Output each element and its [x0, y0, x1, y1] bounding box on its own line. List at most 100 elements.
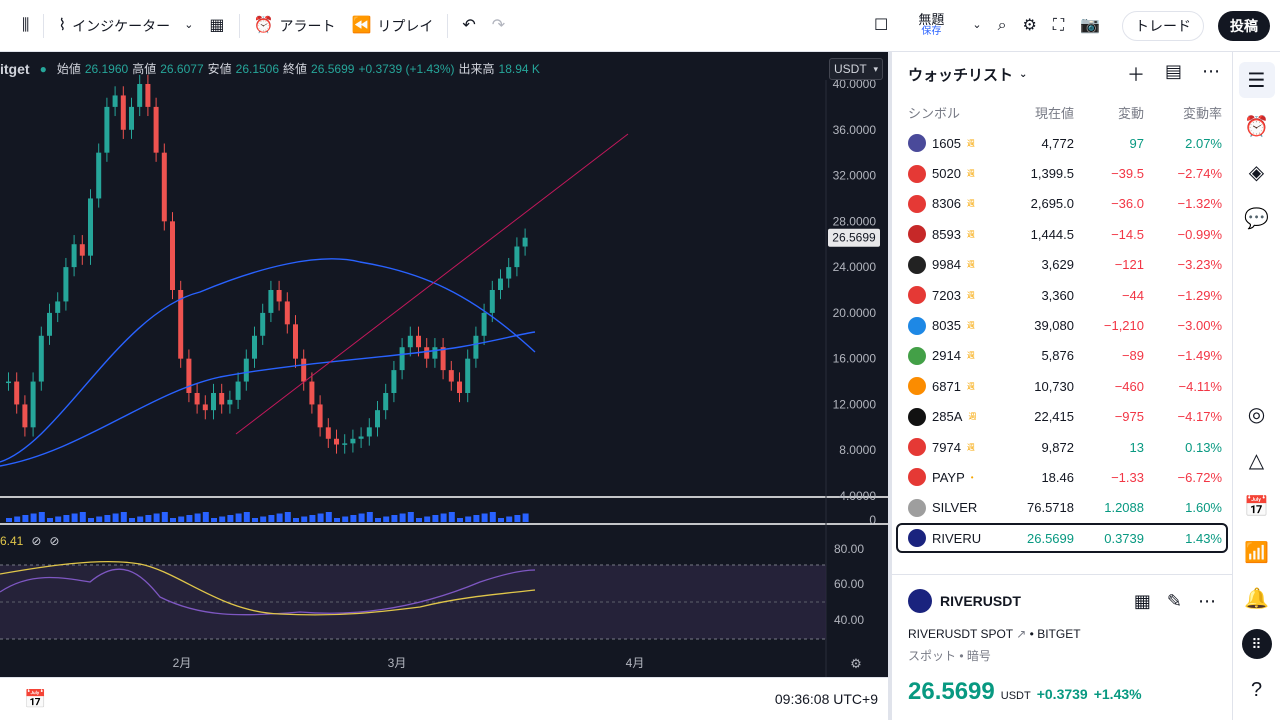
volume-bar [55, 516, 62, 522]
fullscreen-button[interactable]: ⛶ [1045, 8, 1072, 44]
volume-bar [448, 512, 455, 522]
indicators-button[interactable]: ⌇ インジケーター ⌄ [50, 8, 201, 44]
volume-bar [178, 516, 185, 522]
layers-rail-button[interactable]: ◈ [1239, 154, 1275, 190]
layout-name-button[interactable]: 無題 保存 ⌄ [910, 8, 989, 44]
watchlist-row[interactable]: 285A 週 22,415 −975 −4.17% [892, 402, 1232, 432]
notifications-rail-button[interactable]: 🔔 [1239, 580, 1275, 616]
redo-button[interactable]: ↷ [484, 8, 513, 44]
volume-bar [424, 516, 431, 522]
indicators-label: インジケーター [72, 17, 171, 34]
chat-rail-button[interactable]: 💬 [1239, 200, 1275, 236]
list-icon: ☰ [1247, 69, 1266, 92]
row-price: 2,695.0 [1030, 196, 1074, 212]
apps-rail-button[interactable]: ⠿ [1239, 626, 1275, 662]
watchlist-row[interactable]: 5020 週 1,399.5 −39.5 −2.74% [892, 158, 1232, 188]
volume-bar [6, 518, 12, 522]
column-price[interactable]: 現在値 [1034, 105, 1074, 121]
row-price: 22,415 [1034, 409, 1074, 425]
legend-volume-label: 出来高 [458, 62, 495, 76]
date-range-icon[interactable]: 📅 [24, 688, 47, 709]
replay-button[interactable]: ⏪ リプレイ [343, 8, 441, 44]
symbol-mark: 週 [966, 442, 975, 452]
watchlist-row[interactable]: 6871 週 10,730 −460 −4.11% [892, 371, 1232, 401]
add-symbol-icon[interactable]: ＋ [1126, 65, 1145, 85]
watchlist-title-button[interactable]: ウォッチリスト ⌄ [908, 64, 1027, 85]
gear-icon: ⚙ [1022, 16, 1037, 34]
volume-bar [481, 513, 488, 522]
symbol-code: PAYP [932, 469, 965, 485]
streams-rail-button[interactable]: 📶 [1239, 534, 1275, 570]
volume-bar [465, 516, 472, 522]
candle-body [104, 106, 110, 153]
edit-icon[interactable]: ✎ [1166, 590, 1182, 611]
watchlist-row[interactable]: 8035 週 39,080 −1,210 −3.00% [892, 310, 1232, 340]
watchlist-rail-button[interactable]: ☰ [1238, 62, 1275, 98]
column-symbol[interactable]: シンボル [908, 105, 961, 121]
snapshot-button[interactable]: 📷 [1072, 8, 1108, 44]
external-link-icon[interactable]: ↗ [1016, 627, 1027, 641]
detail-currency: USDT [1000, 690, 1031, 702]
layout-save-status: 保存 [921, 26, 942, 38]
watchlist-row[interactable]: 9984 週 3,629 −121 −3.23% [892, 250, 1232, 280]
watchlist-row[interactable]: 8306 週 2,695.0 −36.0 −1.32% [892, 189, 1232, 219]
triangle-icon: △ [1248, 449, 1265, 472]
candle-body [71, 244, 77, 268]
watchlist-row[interactable]: 2914 週 5,876 −89 −1.49% [892, 341, 1232, 371]
undo-button[interactable]: ↶ [454, 8, 483, 44]
chart-pane[interactable]: 40.0000 36.0000 32.0000 28.0000 24.0000 20.00… [0, 52, 888, 677]
currency-label: USDT [834, 62, 867, 76]
watchlist-row[interactable]: RIVERU 26.5699 0.3739 1.43% [896, 523, 1228, 554]
watchlist-row[interactable]: 8593 週 1,444.5 −14.5 −0.99% [892, 219, 1232, 249]
symbol-logo-icon [908, 407, 926, 426]
currency-select[interactable]: USDT ▾ [829, 58, 883, 80]
table-view-icon[interactable]: ▤ [1164, 61, 1182, 81]
watchlist-row[interactable]: 7203 週 3,360 −44 −1.29% [892, 280, 1232, 310]
hide-icon[interactable]: ⊘ [49, 534, 60, 548]
volume-bar [325, 512, 332, 522]
target-rail-button[interactable]: ◎ [1239, 396, 1275, 432]
hide-icon[interactable]: ⊘ [31, 534, 42, 548]
calendar-rail-button[interactable]: 📅 [1239, 488, 1275, 524]
legend-symbol[interactable]: itget [0, 60, 30, 77]
alerts-button[interactable]: ⏰ アラート [246, 8, 344, 44]
layout-toggle-button[interactable]: ☐ [866, 8, 896, 44]
alerts-rail-button[interactable]: ⏰ [1239, 108, 1275, 144]
row-pct: −4.17% [1177, 409, 1222, 425]
candle-body [55, 301, 61, 313]
watchlist-row[interactable]: PAYP • 18.46 −1.33 −6.72% [892, 462, 1232, 492]
more-icon[interactable]: ⋯ [1202, 61, 1220, 81]
settings-button[interactable]: ⚙ [1015, 8, 1045, 44]
post-button[interactable]: 投稿 [1218, 10, 1270, 41]
candle-body [407, 335, 413, 348]
candle-body [129, 106, 134, 130]
clock-time[interactable]: 09:36:08 UTC+9 [774, 691, 878, 707]
row-price: 4,772 [1041, 135, 1074, 151]
ideas-rail-button[interactable]: △ [1239, 442, 1275, 478]
row-symbol: 6871 週 [908, 377, 998, 396]
more-icon[interactable]: ⋯ [1198, 590, 1216, 611]
grid-icon[interactable]: ▦ [1133, 590, 1151, 611]
symbol-code: 8593 [932, 226, 961, 242]
watchlist-row[interactable]: 1605 週 4,772 97 2.07% [892, 128, 1232, 158]
watchlist-row[interactable]: SILVER 76.5718 1.2088 1.60% [892, 493, 1232, 523]
watchlist-row[interactable]: 7974 週 9,872 13 0.13% [892, 432, 1232, 462]
chevron-down-icon: ▾ [873, 63, 878, 74]
help-rail-button[interactable]: ? [1239, 672, 1275, 708]
candle-body [194, 393, 200, 405]
quick-search-button[interactable]: ⌕ [990, 8, 1015, 44]
candle-body [375, 410, 380, 428]
detail-symbol[interactable]: RIVERUSDT [940, 593, 1021, 609]
chart-type-button[interactable]: ⫼ [14, 8, 37, 44]
rewind-icon: ⏪ [351, 16, 372, 34]
chart-canvas[interactable]: 40.0000 36.0000 32.0000 28.0000 24.0000 20.00… [0, 52, 888, 677]
rsi-tick-label: 40.00 [834, 613, 864, 627]
rsi-value: 6.41 [0, 534, 24, 548]
templates-button[interactable]: ▦ [201, 8, 232, 44]
detail-change: +0.3739 [1036, 686, 1088, 702]
symbol-mark: 週 [966, 260, 975, 270]
column-pct[interactable]: 変動率 [1182, 105, 1222, 121]
top-toolbar: ⫼ ⌇ インジケーター ⌄ ▦ ⏰ アラート ⏪ リプレイ ↶ ↷ ☐ 無題 保… [0, 0, 1280, 52]
column-change[interactable]: 変動 [1117, 105, 1144, 121]
trade-button[interactable]: トレード [1122, 10, 1204, 41]
